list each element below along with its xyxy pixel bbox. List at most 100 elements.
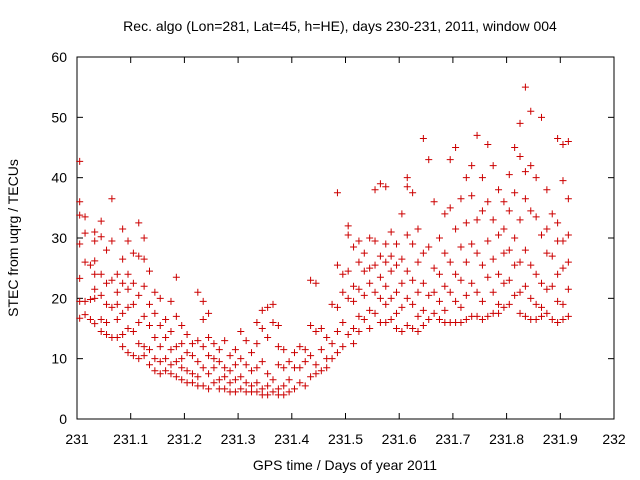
data-point bbox=[285, 376, 293, 384]
data-point bbox=[290, 349, 298, 357]
data-point bbox=[505, 300, 513, 308]
data-point bbox=[495, 231, 503, 239]
x-tick-label: 231.1 bbox=[113, 431, 148, 447]
data-point bbox=[129, 279, 137, 287]
data-point bbox=[333, 261, 341, 269]
data-point bbox=[199, 382, 207, 390]
data-point bbox=[242, 337, 250, 345]
data-point bbox=[484, 237, 492, 245]
data-point bbox=[231, 346, 239, 354]
data-point bbox=[430, 198, 438, 206]
data-point bbox=[172, 343, 180, 351]
data-point bbox=[290, 385, 298, 393]
data-point bbox=[500, 225, 508, 233]
data-point bbox=[457, 318, 465, 326]
data-point bbox=[350, 325, 358, 332]
data-point bbox=[296, 343, 304, 351]
data-point bbox=[76, 274, 84, 282]
data-point bbox=[489, 162, 497, 170]
data-point bbox=[76, 157, 84, 165]
data-point bbox=[81, 258, 89, 266]
data-point bbox=[97, 315, 105, 323]
data-point bbox=[371, 186, 379, 194]
data-point bbox=[360, 267, 368, 275]
data-point bbox=[511, 291, 519, 299]
data-point bbox=[414, 258, 422, 266]
data-point bbox=[210, 355, 218, 363]
data-point bbox=[495, 186, 503, 194]
data-point bbox=[527, 294, 535, 302]
data-point bbox=[237, 385, 245, 393]
data-point bbox=[441, 249, 449, 257]
data-point bbox=[333, 303, 341, 311]
data-point bbox=[301, 382, 309, 390]
data-point bbox=[500, 279, 508, 287]
data-point bbox=[333, 189, 341, 197]
data-point bbox=[91, 257, 99, 265]
data-point bbox=[505, 171, 513, 179]
data-point bbox=[269, 388, 277, 396]
data-point bbox=[382, 258, 390, 266]
data-point bbox=[103, 279, 111, 287]
data-point bbox=[446, 258, 454, 266]
data-point bbox=[366, 306, 374, 314]
y-tick-label: 20 bbox=[51, 290, 67, 306]
data-point bbox=[113, 270, 121, 278]
data-point bbox=[457, 303, 465, 311]
data-point bbox=[113, 334, 121, 342]
data-point bbox=[344, 231, 352, 239]
data-point bbox=[344, 222, 352, 230]
data-point bbox=[554, 297, 562, 305]
data-point bbox=[312, 328, 320, 336]
data-point bbox=[409, 325, 417, 332]
data-point bbox=[559, 264, 567, 272]
data-point bbox=[183, 331, 191, 339]
data-point bbox=[425, 156, 433, 164]
data-point bbox=[91, 294, 99, 302]
data-point bbox=[119, 343, 127, 351]
data-point bbox=[145, 267, 153, 275]
data-point bbox=[516, 258, 524, 266]
data-point bbox=[430, 288, 438, 296]
data-point bbox=[452, 297, 460, 305]
data-point bbox=[140, 234, 148, 242]
data-point bbox=[564, 258, 572, 266]
data-point bbox=[366, 264, 374, 272]
data-point bbox=[554, 219, 562, 227]
data-point bbox=[172, 358, 180, 366]
data-point bbox=[355, 312, 363, 320]
data-point bbox=[478, 297, 486, 305]
data-point bbox=[339, 318, 347, 326]
data-point bbox=[162, 315, 170, 323]
x-tick-label: 231.4 bbox=[274, 431, 309, 447]
data-point bbox=[382, 240, 390, 248]
data-point bbox=[350, 243, 358, 251]
y-axis-label: STEC from uqrg / TECUs bbox=[5, 159, 21, 317]
data-point bbox=[119, 255, 127, 263]
data-point bbox=[97, 328, 105, 336]
data-point bbox=[113, 300, 121, 308]
y-tick-label: 30 bbox=[51, 230, 67, 246]
data-point bbox=[205, 370, 213, 378]
data-point bbox=[500, 198, 508, 206]
data-point bbox=[205, 352, 213, 360]
data-point bbox=[435, 234, 443, 242]
data-point bbox=[505, 246, 513, 254]
data-point bbox=[495, 270, 503, 278]
data-point bbox=[500, 303, 508, 311]
data-point bbox=[564, 195, 572, 203]
data-point bbox=[462, 219, 470, 227]
data-point bbox=[81, 297, 89, 305]
data-point bbox=[76, 240, 84, 248]
data-point bbox=[462, 174, 470, 182]
data-point bbox=[269, 376, 277, 384]
data-point bbox=[199, 364, 207, 372]
data-point bbox=[500, 249, 508, 257]
data-point bbox=[478, 207, 486, 215]
data-point bbox=[559, 315, 567, 323]
data-point bbox=[398, 279, 406, 287]
data-point bbox=[317, 346, 325, 354]
data-point bbox=[199, 343, 207, 351]
data-point bbox=[296, 364, 304, 372]
data-point bbox=[462, 258, 470, 266]
